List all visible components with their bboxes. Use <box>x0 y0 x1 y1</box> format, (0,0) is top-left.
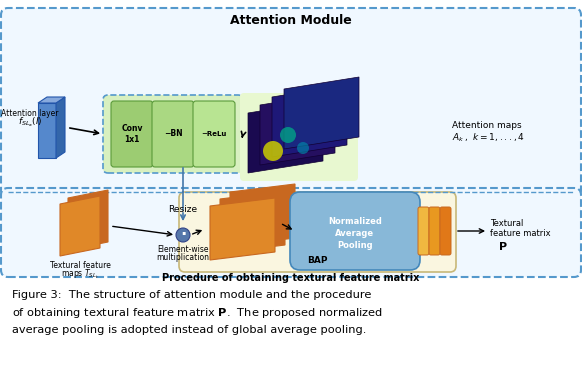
Polygon shape <box>284 77 359 149</box>
Circle shape <box>263 141 283 161</box>
Text: $A_k\,$,  $k=1,...,4$: $A_k\,$, $k=1,...,4$ <box>452 132 525 144</box>
Polygon shape <box>272 85 347 157</box>
FancyBboxPatch shape <box>1 188 581 277</box>
FancyBboxPatch shape <box>111 101 153 167</box>
Text: Procedure of obtaining textural feature matrix: Procedure of obtaining textural feature … <box>162 273 420 283</box>
Text: Textural: Textural <box>490 218 523 228</box>
Text: Attention layer: Attention layer <box>1 110 59 118</box>
Text: multiplication: multiplication <box>157 254 210 262</box>
Polygon shape <box>210 198 275 260</box>
Polygon shape <box>38 97 65 103</box>
FancyBboxPatch shape <box>429 207 440 255</box>
Text: Resize: Resize <box>168 205 197 214</box>
Polygon shape <box>38 103 56 158</box>
Polygon shape <box>68 190 108 250</box>
FancyBboxPatch shape <box>440 207 451 255</box>
Text: BAP: BAP <box>307 256 327 265</box>
FancyBboxPatch shape <box>240 93 358 181</box>
Text: Conv
1x1: Conv 1x1 <box>121 124 143 144</box>
Text: Average: Average <box>335 228 375 237</box>
Polygon shape <box>260 93 335 165</box>
Polygon shape <box>230 184 295 246</box>
Text: $\mathbf{P}$: $\mathbf{P}$ <box>498 240 508 252</box>
FancyBboxPatch shape <box>152 101 194 167</box>
Circle shape <box>280 127 296 143</box>
Polygon shape <box>220 191 285 253</box>
Text: ·: · <box>180 226 186 244</box>
FancyBboxPatch shape <box>290 192 420 270</box>
Polygon shape <box>56 97 65 158</box>
Circle shape <box>176 228 190 242</box>
Text: −ReLu: −ReLu <box>201 131 226 137</box>
FancyBboxPatch shape <box>418 207 429 255</box>
Text: feature matrix: feature matrix <box>490 229 551 239</box>
Circle shape <box>297 142 309 154</box>
FancyBboxPatch shape <box>1 8 581 197</box>
Text: Attention maps: Attention maps <box>452 121 521 130</box>
Text: Pooling: Pooling <box>337 240 373 249</box>
FancyBboxPatch shape <box>103 95 243 173</box>
Text: maps $T_{SL_t}$: maps $T_{SL_t}$ <box>61 267 99 281</box>
Polygon shape <box>248 101 323 173</box>
Text: Element-wise: Element-wise <box>157 245 209 254</box>
FancyBboxPatch shape <box>193 101 235 167</box>
Text: Attention Module: Attention Module <box>230 14 352 28</box>
Text: Textural feature: Textural feature <box>49 262 111 271</box>
Polygon shape <box>60 196 100 256</box>
FancyBboxPatch shape <box>179 192 456 272</box>
Text: $f_{SL_a}(I)$: $f_{SL_a}(I)$ <box>17 115 42 129</box>
Text: Normalized: Normalized <box>328 217 382 226</box>
Text: −BN: −BN <box>164 130 182 138</box>
Text: Figure 3:  The structure of attention module and the procedure
of obtaining text: Figure 3: The structure of attention mod… <box>12 290 383 335</box>
